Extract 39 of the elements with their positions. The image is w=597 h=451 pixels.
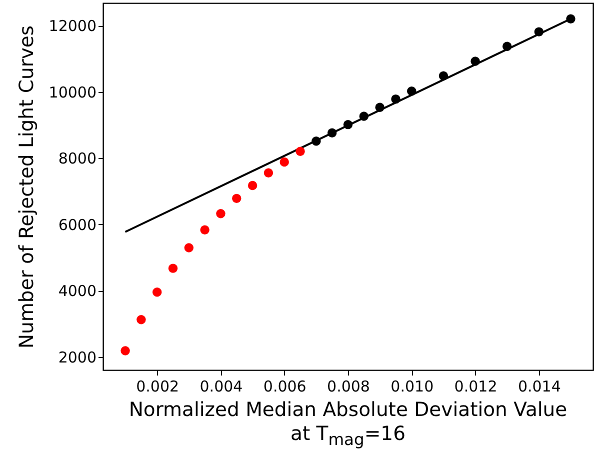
y-tick-label: 10000 xyxy=(48,83,96,102)
point xyxy=(375,102,384,112)
y-tick-label: 8000 xyxy=(58,150,96,168)
point xyxy=(534,27,544,36)
point xyxy=(470,56,480,66)
x-tick-label: 0.014 xyxy=(518,378,561,396)
point xyxy=(232,194,242,204)
x-axis-title: Normalized Median Absolute Deviation Value at T$_{mag}$=16 xyxy=(128,398,568,451)
point xyxy=(327,128,337,138)
point xyxy=(200,225,210,234)
point xyxy=(136,315,146,324)
x-tick-label: 0.008 xyxy=(327,378,370,396)
x-tick-label: 0.012 xyxy=(454,378,498,396)
y-tick-label: 4000 xyxy=(58,282,96,300)
y-tick-label: 2000 xyxy=(58,348,96,366)
y-axis-title: Number of Rejected Light Curves xyxy=(14,25,38,349)
point xyxy=(248,180,258,190)
point xyxy=(216,209,226,218)
y-tick-label: 12000 xyxy=(48,17,96,36)
point xyxy=(359,112,369,121)
point xyxy=(120,346,130,356)
point xyxy=(312,136,321,146)
x-tick-label: 0.004 xyxy=(200,378,243,396)
point xyxy=(407,86,416,96)
point xyxy=(566,14,576,24)
point xyxy=(152,288,162,297)
point xyxy=(343,120,353,130)
point xyxy=(184,243,194,252)
point xyxy=(168,264,178,273)
point xyxy=(502,42,512,51)
point xyxy=(280,157,289,167)
point xyxy=(296,146,305,156)
y-tick-label: 6000 xyxy=(58,216,96,234)
point xyxy=(438,71,448,80)
x-tick-label: 0.002 xyxy=(136,378,180,396)
x-tick-label: 0.010 xyxy=(390,378,434,396)
point xyxy=(264,168,274,178)
point xyxy=(391,94,400,104)
x-tick-label: 0.006 xyxy=(263,378,306,396)
